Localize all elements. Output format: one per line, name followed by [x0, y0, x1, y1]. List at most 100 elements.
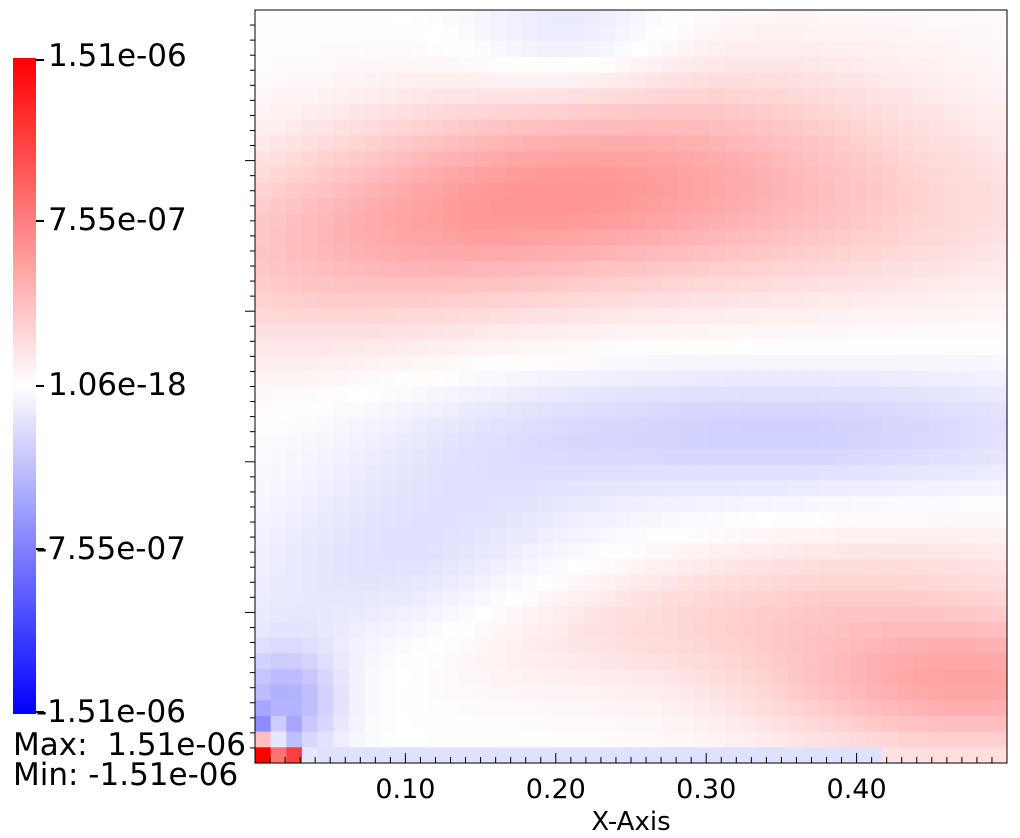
heatmap-cell: [881, 151, 898, 168]
heatmap-cell: [662, 245, 679, 262]
heatmap-cell: [787, 135, 804, 152]
heatmap-cell: [317, 621, 334, 639]
heatmap-cell: [615, 715, 632, 733]
heatmap-cell: [913, 151, 930, 168]
heatmap-cell: [505, 464, 522, 482]
heatmap-cell: [380, 261, 397, 278]
heatmap-cell: [599, 449, 616, 466]
heatmap-cell: [286, 72, 303, 90]
heatmap-cell: [834, 574, 851, 592]
heatmap-cell: [709, 417, 726, 435]
heatmap-cell: [255, 464, 272, 482]
heatmap-cell: [631, 119, 648, 137]
heatmap-cell: [443, 386, 460, 403]
heatmap-cell: [756, 512, 773, 529]
heatmap-cell: [834, 606, 851, 623]
heatmap-cell: [662, 276, 679, 293]
heatmap-cell: [960, 512, 977, 529]
heatmap-cell: [505, 119, 522, 137]
heatmap-cell: [317, 464, 334, 482]
heatmap-cell: [552, 166, 569, 184]
heatmap-cell: [928, 135, 945, 152]
heatmap-cell: [678, 606, 695, 623]
heatmap-cell: [662, 25, 679, 42]
heatmap-cell: [756, 527, 773, 544]
heatmap-cell: [568, 559, 585, 576]
heatmap-cell: [803, 57, 820, 74]
heatmap-cell: [505, 261, 522, 278]
heatmap-cell: [819, 480, 836, 497]
heatmap-cell: [349, 213, 366, 231]
heatmap-cell: [458, 41, 475, 58]
heatmap-cell: [333, 480, 350, 497]
heatmap-cell: [364, 355, 381, 372]
heatmap-cell: [897, 213, 914, 231]
heatmap-cell: [772, 621, 789, 639]
heatmap-cell: [960, 261, 977, 278]
heatmap-cell: [349, 621, 366, 639]
heatmap-cell: [913, 25, 930, 42]
heatmap-cell: [317, 25, 334, 42]
heatmap-cell: [364, 543, 381, 560]
heatmap-cell: [803, 339, 820, 356]
heatmap-cell: [897, 496, 914, 513]
heatmap-cell: [427, 590, 444, 607]
heatmap-cell: [537, 57, 554, 74]
heatmap-cell: [396, 464, 413, 482]
heatmap-cell: [396, 323, 413, 341]
heatmap-cell: [740, 747, 757, 764]
heatmap-cell: [364, 700, 381, 717]
heatmap-cell: [333, 464, 350, 482]
heatmap-cell: [897, 433, 914, 450]
heatmap-cell: [693, 668, 710, 686]
heatmap-cell: [521, 464, 538, 482]
heatmap-cell: [850, 72, 867, 90]
heatmap-cell: [490, 72, 507, 90]
heatmap-cell: [286, 417, 303, 435]
heatmap-cell: [411, 104, 428, 121]
heatmap-cell: [552, 339, 569, 356]
heatmap-cell: [866, 72, 883, 90]
heatmap-cell: [474, 684, 491, 701]
heatmap-cell: [975, 653, 992, 670]
heatmap-cell: [427, 386, 444, 403]
heatmap-cell: [458, 72, 475, 90]
heatmap-cell: [725, 245, 742, 262]
heatmap-cell: [568, 700, 585, 717]
heatmap-cell: [646, 433, 663, 450]
heatmap-cell: [302, 606, 319, 623]
heatmap-cell: [913, 57, 930, 74]
heatmap-cell: [380, 57, 397, 74]
heatmap-cell: [302, 433, 319, 450]
heatmap-cell: [944, 747, 961, 764]
heatmap-cell: [646, 731, 663, 748]
heatmap-cell: [317, 684, 334, 701]
heatmap-cell: [693, 57, 710, 74]
heatmap-cell: [678, 747, 695, 764]
heatmap-cell: [803, 731, 820, 748]
heatmap-cell: [819, 496, 836, 513]
heatmap-cell: [380, 198, 397, 215]
heatmap-cell: [787, 370, 804, 388]
heatmap-cell: [772, 433, 789, 450]
heatmap-cell: [631, 574, 648, 592]
heatmap-cell: [364, 166, 381, 184]
heatmap-cell: [960, 151, 977, 168]
heatmap-cell: [411, 606, 428, 623]
heatmap-cell: [521, 559, 538, 576]
heatmap-cell: [396, 480, 413, 497]
heatmap-cell: [333, 25, 350, 42]
heatmap-cell: [364, 590, 381, 607]
heatmap-cell: [568, 57, 585, 74]
heatmap-cell: [834, 355, 851, 372]
heatmap-cell: [490, 715, 507, 733]
heatmap-cell: [693, 386, 710, 403]
heatmap-cell: [913, 323, 930, 341]
heatmap-cell: [396, 527, 413, 544]
heatmap-cell: [521, 668, 538, 686]
heatmap-cell: [349, 527, 366, 544]
heatmap-cell: [725, 41, 742, 58]
heatmap-cell: [521, 527, 538, 544]
heatmap-cell: [443, 747, 460, 764]
heatmap-cell: [944, 355, 961, 372]
